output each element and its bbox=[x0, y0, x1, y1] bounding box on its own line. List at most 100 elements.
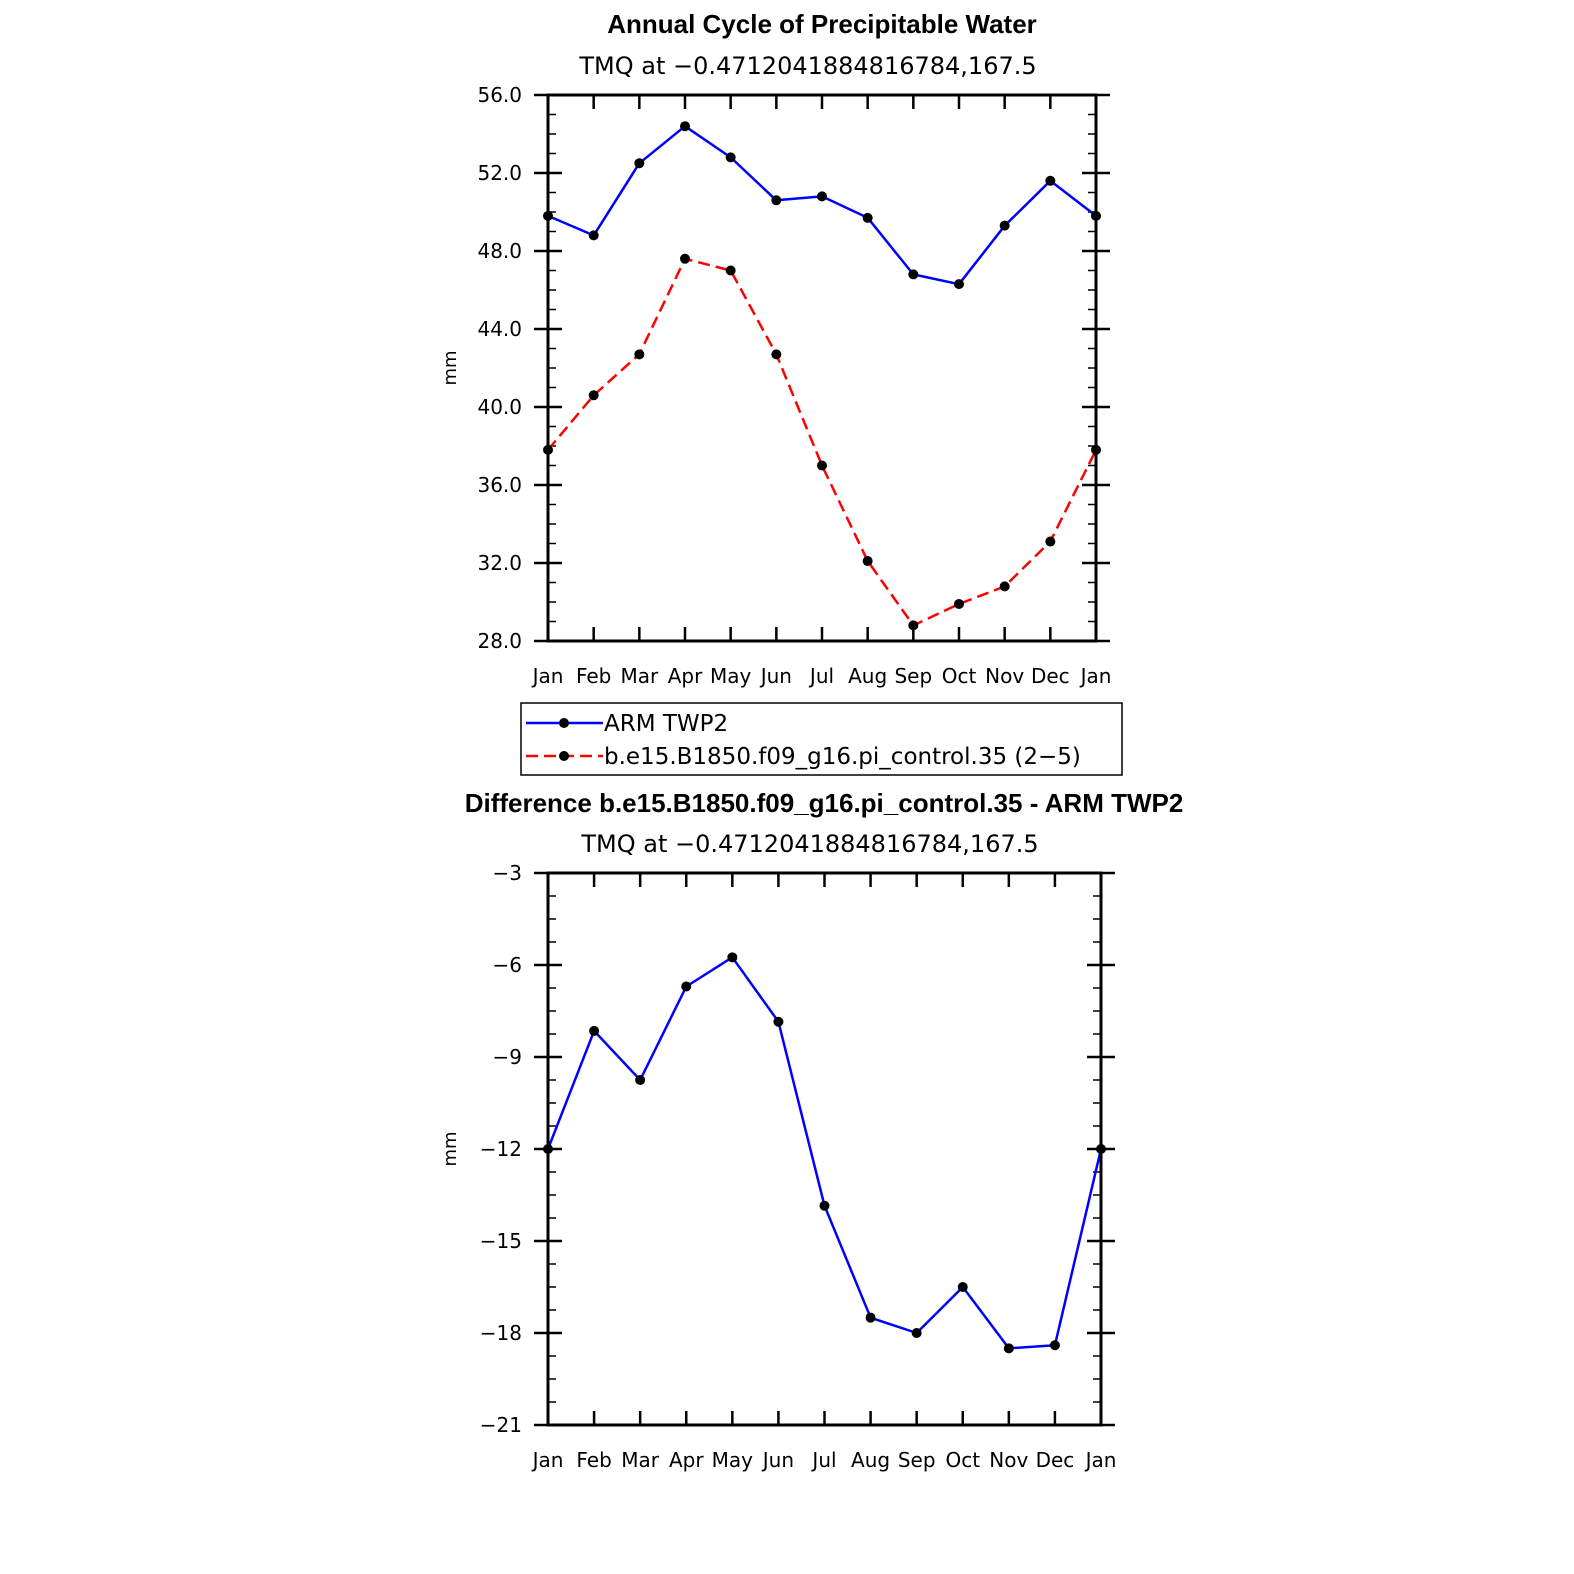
bottom-chart-ytick-label: −3 bbox=[493, 861, 522, 885]
top-chart-series-point-1 bbox=[954, 598, 964, 609]
top-chart-xtick-label: Apr bbox=[668, 664, 703, 688]
top-chart-ytick-label: 56.0 bbox=[477, 83, 522, 107]
top-chart-ytick-label: 32.0 bbox=[477, 551, 522, 575]
bottom-chart-ytick-label: −21 bbox=[480, 1413, 522, 1437]
top-chart: Annual Cycle of Precipitable Water TMQ a… bbox=[440, 9, 1111, 688]
legend-marker-model bbox=[559, 751, 569, 761]
bottom-chart-series-line-0 bbox=[546, 956, 1103, 1350]
bottom-chart-ytick-label: −18 bbox=[480, 1321, 522, 1345]
top-chart-ylabel: mm bbox=[440, 350, 461, 385]
top-chart-xtick-label: Feb bbox=[576, 664, 611, 688]
bottom-chart-xtick-label: Jan bbox=[531, 1448, 564, 1472]
bottom-chart-series-point-0 bbox=[819, 1200, 830, 1211]
bottom-chart-ytick-label: −9 bbox=[493, 1045, 522, 1069]
top-chart-series-point-1 bbox=[680, 253, 690, 264]
top-chart-xtick-label: Jan bbox=[531, 664, 564, 688]
bottom-chart: Difference b.e15.B1850.f09_g16.pi_contro… bbox=[440, 788, 1183, 1472]
top-chart-series-point-1 bbox=[771, 349, 782, 360]
top-chart-series-line-0 bbox=[547, 124, 1097, 286]
top-chart-series-point-0 bbox=[1045, 175, 1056, 186]
top-chart-xtick-label: Sep bbox=[894, 664, 932, 688]
bottom-chart-series bbox=[543, 952, 1106, 1354]
bottom-chart-series-point-0 bbox=[773, 1016, 784, 1027]
bottom-chart-series-point-0 bbox=[957, 1282, 968, 1292]
legend-label-arm: ARM TWP2 bbox=[604, 711, 728, 737]
top-chart-series-point-0 bbox=[954, 279, 964, 290]
bottom-chart-xtick-label: Dec bbox=[1036, 1448, 1075, 1472]
top-chart-ytick-label: 52.0 bbox=[477, 161, 522, 185]
top-chart-series-point-0 bbox=[680, 121, 690, 132]
bottom-chart-ytick-label: −12 bbox=[480, 1137, 522, 1161]
top-chart-frame bbox=[546, 93, 1098, 643]
legend: ARM TWP2 b.e15.B1850.f09_g16.pi_control.… bbox=[520, 702, 1123, 776]
bottom-chart-xtick-label: Sep bbox=[898, 1448, 936, 1472]
top-chart-xtick-label: Jun bbox=[759, 664, 792, 688]
top-chart-series bbox=[543, 121, 1101, 631]
top-chart-series-point-1 bbox=[908, 620, 919, 631]
top-chart-series-point-0 bbox=[634, 158, 645, 169]
bottom-chart-xtick-label: May bbox=[712, 1448, 754, 1472]
top-chart-ytick-label: 44.0 bbox=[477, 317, 522, 341]
top-chart-series-point-0 bbox=[999, 220, 1010, 231]
top-chart-series-point-1 bbox=[817, 460, 827, 471]
legend-entry-arm: ARM TWP2 bbox=[526, 711, 728, 737]
top-chart-ytick-label: 36.0 bbox=[477, 473, 522, 497]
top-chart-subtitle: TMQ at −0.4712041884816784,167.5 bbox=[578, 52, 1036, 80]
top-chart-title: Annual Cycle of Precipitable Water bbox=[607, 9, 1037, 39]
top-chart-series-point-0 bbox=[771, 195, 782, 206]
top-chart-xtick-label: May bbox=[710, 664, 752, 688]
bottom-chart-series-point-0 bbox=[635, 1075, 646, 1085]
top-chart-ticks: Jan Feb Mar Apr May Jun Jul Aug Sep Oct Nov Dec Jan 5… bbox=[477, 83, 1111, 688]
legend-label-model: b.e15.B1850.f09_g16.pi_control.35 (2−5) bbox=[604, 744, 1081, 770]
top-chart-series-point-0 bbox=[817, 191, 827, 202]
top-chart-series-point-1 bbox=[862, 556, 873, 567]
bottom-chart-series-point-0 bbox=[865, 1312, 876, 1323]
top-chart-series-point-1 bbox=[999, 581, 1010, 592]
top-chart-xtick-label: Jan bbox=[1079, 664, 1112, 688]
top-chart-xtick-label: Dec bbox=[1031, 664, 1070, 688]
bottom-chart-frame bbox=[546, 871, 1103, 1427]
top-chart-xtick-label: Aug bbox=[848, 664, 887, 688]
top-chart-series-point-0 bbox=[862, 212, 873, 223]
bottom-chart-series-point-0 bbox=[681, 981, 692, 992]
bottom-chart-ylabel: mm bbox=[440, 1131, 461, 1166]
top-chart-series-point-1 bbox=[588, 390, 599, 401]
bottom-chart-series-point-0 bbox=[727, 952, 738, 963]
bottom-chart-ytick-label: −6 bbox=[493, 953, 522, 977]
bottom-chart-xtick-label: Oct bbox=[945, 1448, 980, 1472]
top-chart-xtick-label: Mar bbox=[620, 664, 659, 688]
legend-box bbox=[520, 702, 1123, 776]
bottom-chart-xtick-label: Jun bbox=[761, 1448, 794, 1472]
bottom-chart-ytick-label: −15 bbox=[480, 1229, 522, 1253]
top-chart-xtick-label: Oct bbox=[942, 664, 977, 688]
bottom-chart-xtick-label: Mar bbox=[621, 1448, 660, 1472]
bottom-chart-title: Difference b.e15.B1850.f09_g16.pi_contro… bbox=[465, 788, 1184, 818]
top-chart-series-point-0 bbox=[725, 152, 736, 163]
top-chart-xtick-label: Jul bbox=[808, 664, 834, 688]
bottom-chart-subtitle: TMQ at −0.4712041884816784,167.5 bbox=[580, 830, 1038, 858]
top-chart-series-point-1 bbox=[1045, 536, 1056, 547]
legend-entry-model: b.e15.B1850.f09_g16.pi_control.35 (2−5) bbox=[526, 744, 1081, 770]
bottom-chart-xtick-label: Feb bbox=[576, 1448, 611, 1472]
bottom-chart-ticks: Jan Feb Mar Apr May Jun Jul Aug Sep Oct Nov Dec Jan−… bbox=[480, 861, 1117, 1472]
bottom-chart-xtick-label: Aug bbox=[851, 1448, 890, 1472]
top-chart-series-point-1 bbox=[634, 349, 645, 360]
top-chart-ytick-label: 28.0 bbox=[477, 629, 522, 653]
top-chart-series-point-0 bbox=[588, 230, 599, 241]
top-chart-series-point-1 bbox=[725, 265, 736, 276]
top-chart-xtick-label: Nov bbox=[985, 664, 1024, 688]
top-chart-ytick-label: 40.0 bbox=[477, 395, 522, 419]
bottom-chart-series-point-0 bbox=[589, 1025, 600, 1036]
bottom-chart-series-point-0 bbox=[911, 1328, 922, 1338]
bottom-chart-xtick-label: Jan bbox=[1084, 1448, 1117, 1472]
legend-marker-arm bbox=[559, 718, 569, 728]
bottom-chart-series-point-0 bbox=[1003, 1343, 1014, 1354]
bottom-chart-xtick-label: Jul bbox=[810, 1448, 836, 1472]
bottom-chart-xtick-label: Nov bbox=[989, 1448, 1028, 1472]
bottom-chart-xtick-label: Apr bbox=[669, 1448, 704, 1472]
top-chart-series-line-1 bbox=[547, 257, 1098, 627]
top-chart-series-point-0 bbox=[908, 269, 919, 280]
top-chart-ytick-label: 48.0 bbox=[477, 239, 522, 263]
bottom-chart-series-point-0 bbox=[1049, 1340, 1060, 1351]
